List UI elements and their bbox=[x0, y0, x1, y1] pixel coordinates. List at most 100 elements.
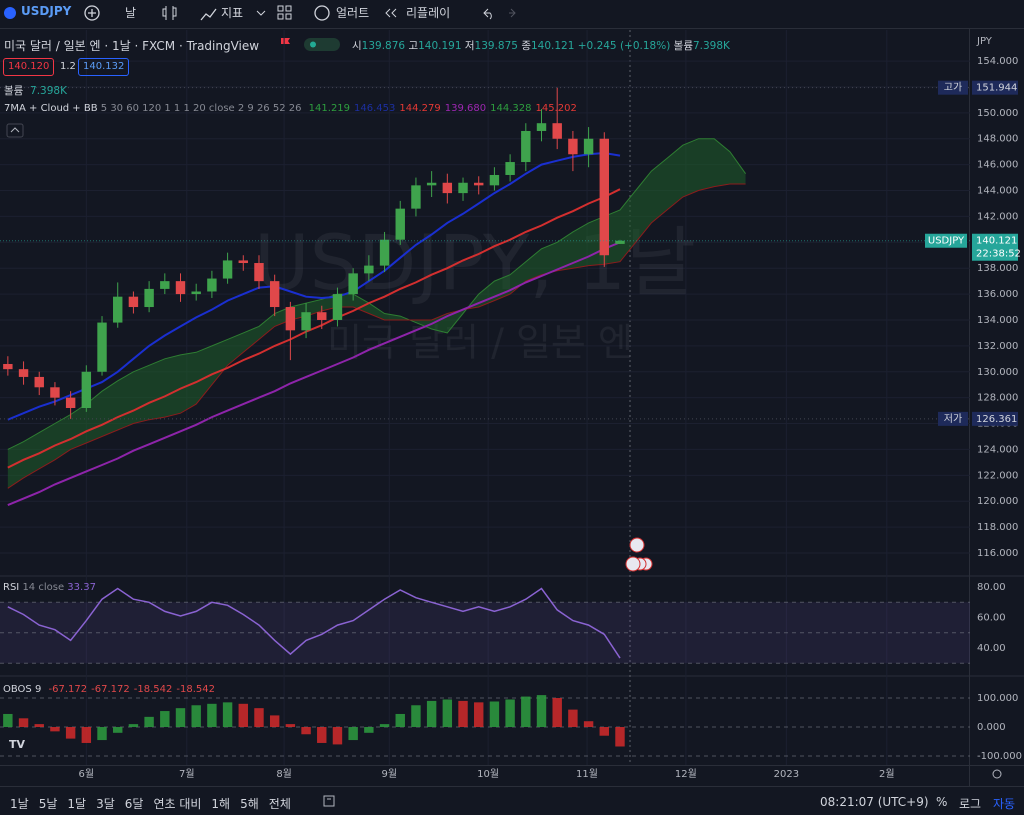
volume-label: 볼륨 bbox=[673, 40, 693, 52]
ma-line bbox=[7, 151, 621, 421]
add-icon[interactable] bbox=[88, 9, 96, 17]
obos-bar bbox=[536, 695, 547, 728]
candle-body bbox=[222, 260, 233, 279]
settings-icon[interactable] bbox=[992, 769, 1002, 779]
chart-type-icon[interactable] bbox=[162, 6, 177, 20]
undo-icon[interactable] bbox=[483, 8, 492, 20]
chevron[interactable] bbox=[256, 10, 266, 16]
ohlc-label: 고 bbox=[408, 40, 419, 52]
auto-toggle[interactable]: 자동 bbox=[993, 797, 1016, 811]
add-icon[interactable] bbox=[84, 5, 100, 21]
layout-icon[interactable] bbox=[277, 5, 284, 12]
x-tick-label: 7월 bbox=[179, 768, 195, 780]
chart-title: 미국 달러 / 일본 엔 · 1날 · FXCM · TradingView bbox=[4, 39, 260, 53]
obos-bar bbox=[317, 727, 327, 743]
range-button[interactable]: 전체 bbox=[268, 797, 291, 811]
replay-icon[interactable] bbox=[385, 8, 397, 18]
candle-body bbox=[442, 182, 453, 194]
x-tick-label: 2023 bbox=[774, 769, 799, 780]
collapse-button[interactable] bbox=[6, 123, 24, 138]
layout-icon[interactable] bbox=[285, 5, 292, 12]
candle-body bbox=[379, 239, 390, 266]
candle-body bbox=[615, 240, 625, 244]
candle-body bbox=[474, 182, 484, 186]
obos-bar bbox=[348, 727, 358, 741]
interval[interactable]: 날 bbox=[125, 6, 137, 20]
watermark-sub: 미국 달러 / 일본 엔 bbox=[327, 321, 633, 365]
symbol[interactable]: USDJPY bbox=[21, 4, 72, 18]
replay-button[interactable]: 리플레이 bbox=[406, 6, 451, 20]
candle-body bbox=[395, 208, 405, 240]
candle-body bbox=[113, 296, 123, 323]
candle-body bbox=[317, 312, 327, 320]
y-tick-label: 118.000 bbox=[977, 522, 1018, 533]
log-toggle[interactable]: 로그 bbox=[959, 797, 982, 811]
percent-toggle[interactable]: % bbox=[936, 795, 948, 809]
range-button[interactable]: 1날 bbox=[10, 797, 29, 811]
tv-logo[interactable]: TV bbox=[9, 738, 26, 751]
obos-bar bbox=[50, 727, 60, 732]
alert-button[interactable]: 얼러트 bbox=[336, 6, 370, 20]
x-tick-label: 11월 bbox=[576, 768, 598, 780]
obos-value: -18.542 bbox=[176, 684, 215, 695]
ohlc-value: 139.876 bbox=[361, 40, 406, 52]
ma-line bbox=[7, 241, 621, 507]
obos-bar bbox=[364, 727, 374, 733]
y-tick-label: 120.000 bbox=[977, 496, 1018, 507]
layout-icon[interactable] bbox=[285, 13, 292, 20]
event-icon[interactable] bbox=[629, 537, 645, 553]
y-tick-label: 60.00 bbox=[977, 613, 1006, 624]
grid-layer bbox=[0, 30, 970, 765]
candle-body bbox=[426, 182, 437, 186]
indicator-icon[interactable] bbox=[200, 8, 217, 21]
cloud-fill bbox=[7, 138, 746, 489]
obos-legend: OBOS 9 -67.172 -67.172 -18.542 -18.542 bbox=[3, 684, 215, 695]
obos-bar bbox=[615, 727, 625, 747]
indicator-params: 5 30 60 120 1 1 1 20 close 2 9 26 52 26 bbox=[100, 103, 302, 114]
countdown: 22:38:52 bbox=[976, 249, 1021, 260]
date-range-icon[interactable] bbox=[323, 795, 335, 807]
redo-icon[interactable] bbox=[509, 8, 516, 18]
range-button[interactable]: 5날 bbox=[38, 797, 58, 811]
obos-bar bbox=[81, 727, 92, 743]
y-tick-label: 148.000 bbox=[977, 134, 1018, 145]
event-icon[interactable] bbox=[625, 556, 641, 572]
sell-price[interactable]: 140.120 bbox=[3, 58, 55, 76]
candle-body bbox=[458, 182, 468, 194]
obos-bar bbox=[474, 702, 484, 728]
range-button[interactable]: 연초 대비 bbox=[153, 797, 202, 811]
range-button[interactable]: 6달 bbox=[124, 797, 144, 811]
range-button[interactable]: 1달 bbox=[67, 797, 87, 811]
tv-logo[interactable] bbox=[6, 737, 28, 753]
last-price-bg bbox=[972, 233, 1018, 261]
range-button[interactable]: 1해 bbox=[211, 797, 231, 811]
market-status-dot bbox=[310, 41, 316, 48]
rsi-legend: RSI 14 close 33.37 bbox=[3, 582, 96, 593]
obos-bar bbox=[332, 727, 343, 745]
y-tick-label: 144.000 bbox=[977, 186, 1018, 197]
range-button[interactable]: 3달 bbox=[96, 797, 115, 811]
y-tick-label: 116.000 bbox=[977, 548, 1018, 559]
indicators-button[interactable]: 지표 bbox=[221, 6, 244, 20]
obos-bar bbox=[442, 699, 453, 728]
range-button[interactable]: 5해 bbox=[240, 797, 259, 811]
y-tick-label: 122.000 bbox=[977, 470, 1018, 481]
ohlc-value: 139.875 bbox=[474, 40, 518, 52]
obos-bar bbox=[379, 724, 390, 728]
candle-body bbox=[18, 369, 29, 377]
candle-body bbox=[301, 312, 311, 331]
candle-body bbox=[269, 281, 280, 308]
layout-icon[interactable] bbox=[277, 13, 284, 20]
cloud-span-a bbox=[7, 138, 747, 450]
y-tick-label: 124.000 bbox=[977, 444, 1018, 455]
candle-body bbox=[583, 138, 594, 155]
ohlc-value: 140.191 bbox=[418, 40, 462, 52]
candle-body bbox=[505, 162, 515, 175]
alert-icon[interactable] bbox=[314, 5, 330, 21]
x-tick-label: 6월 bbox=[79, 768, 95, 780]
y-tick-label: 132.000 bbox=[977, 341, 1018, 352]
spread: 1.2 bbox=[60, 61, 76, 72]
buy-price[interactable]: 140.132 bbox=[78, 58, 130, 76]
collapse-icon[interactable] bbox=[10, 127, 20, 133]
indicator-value: 144.279 bbox=[399, 103, 441, 114]
